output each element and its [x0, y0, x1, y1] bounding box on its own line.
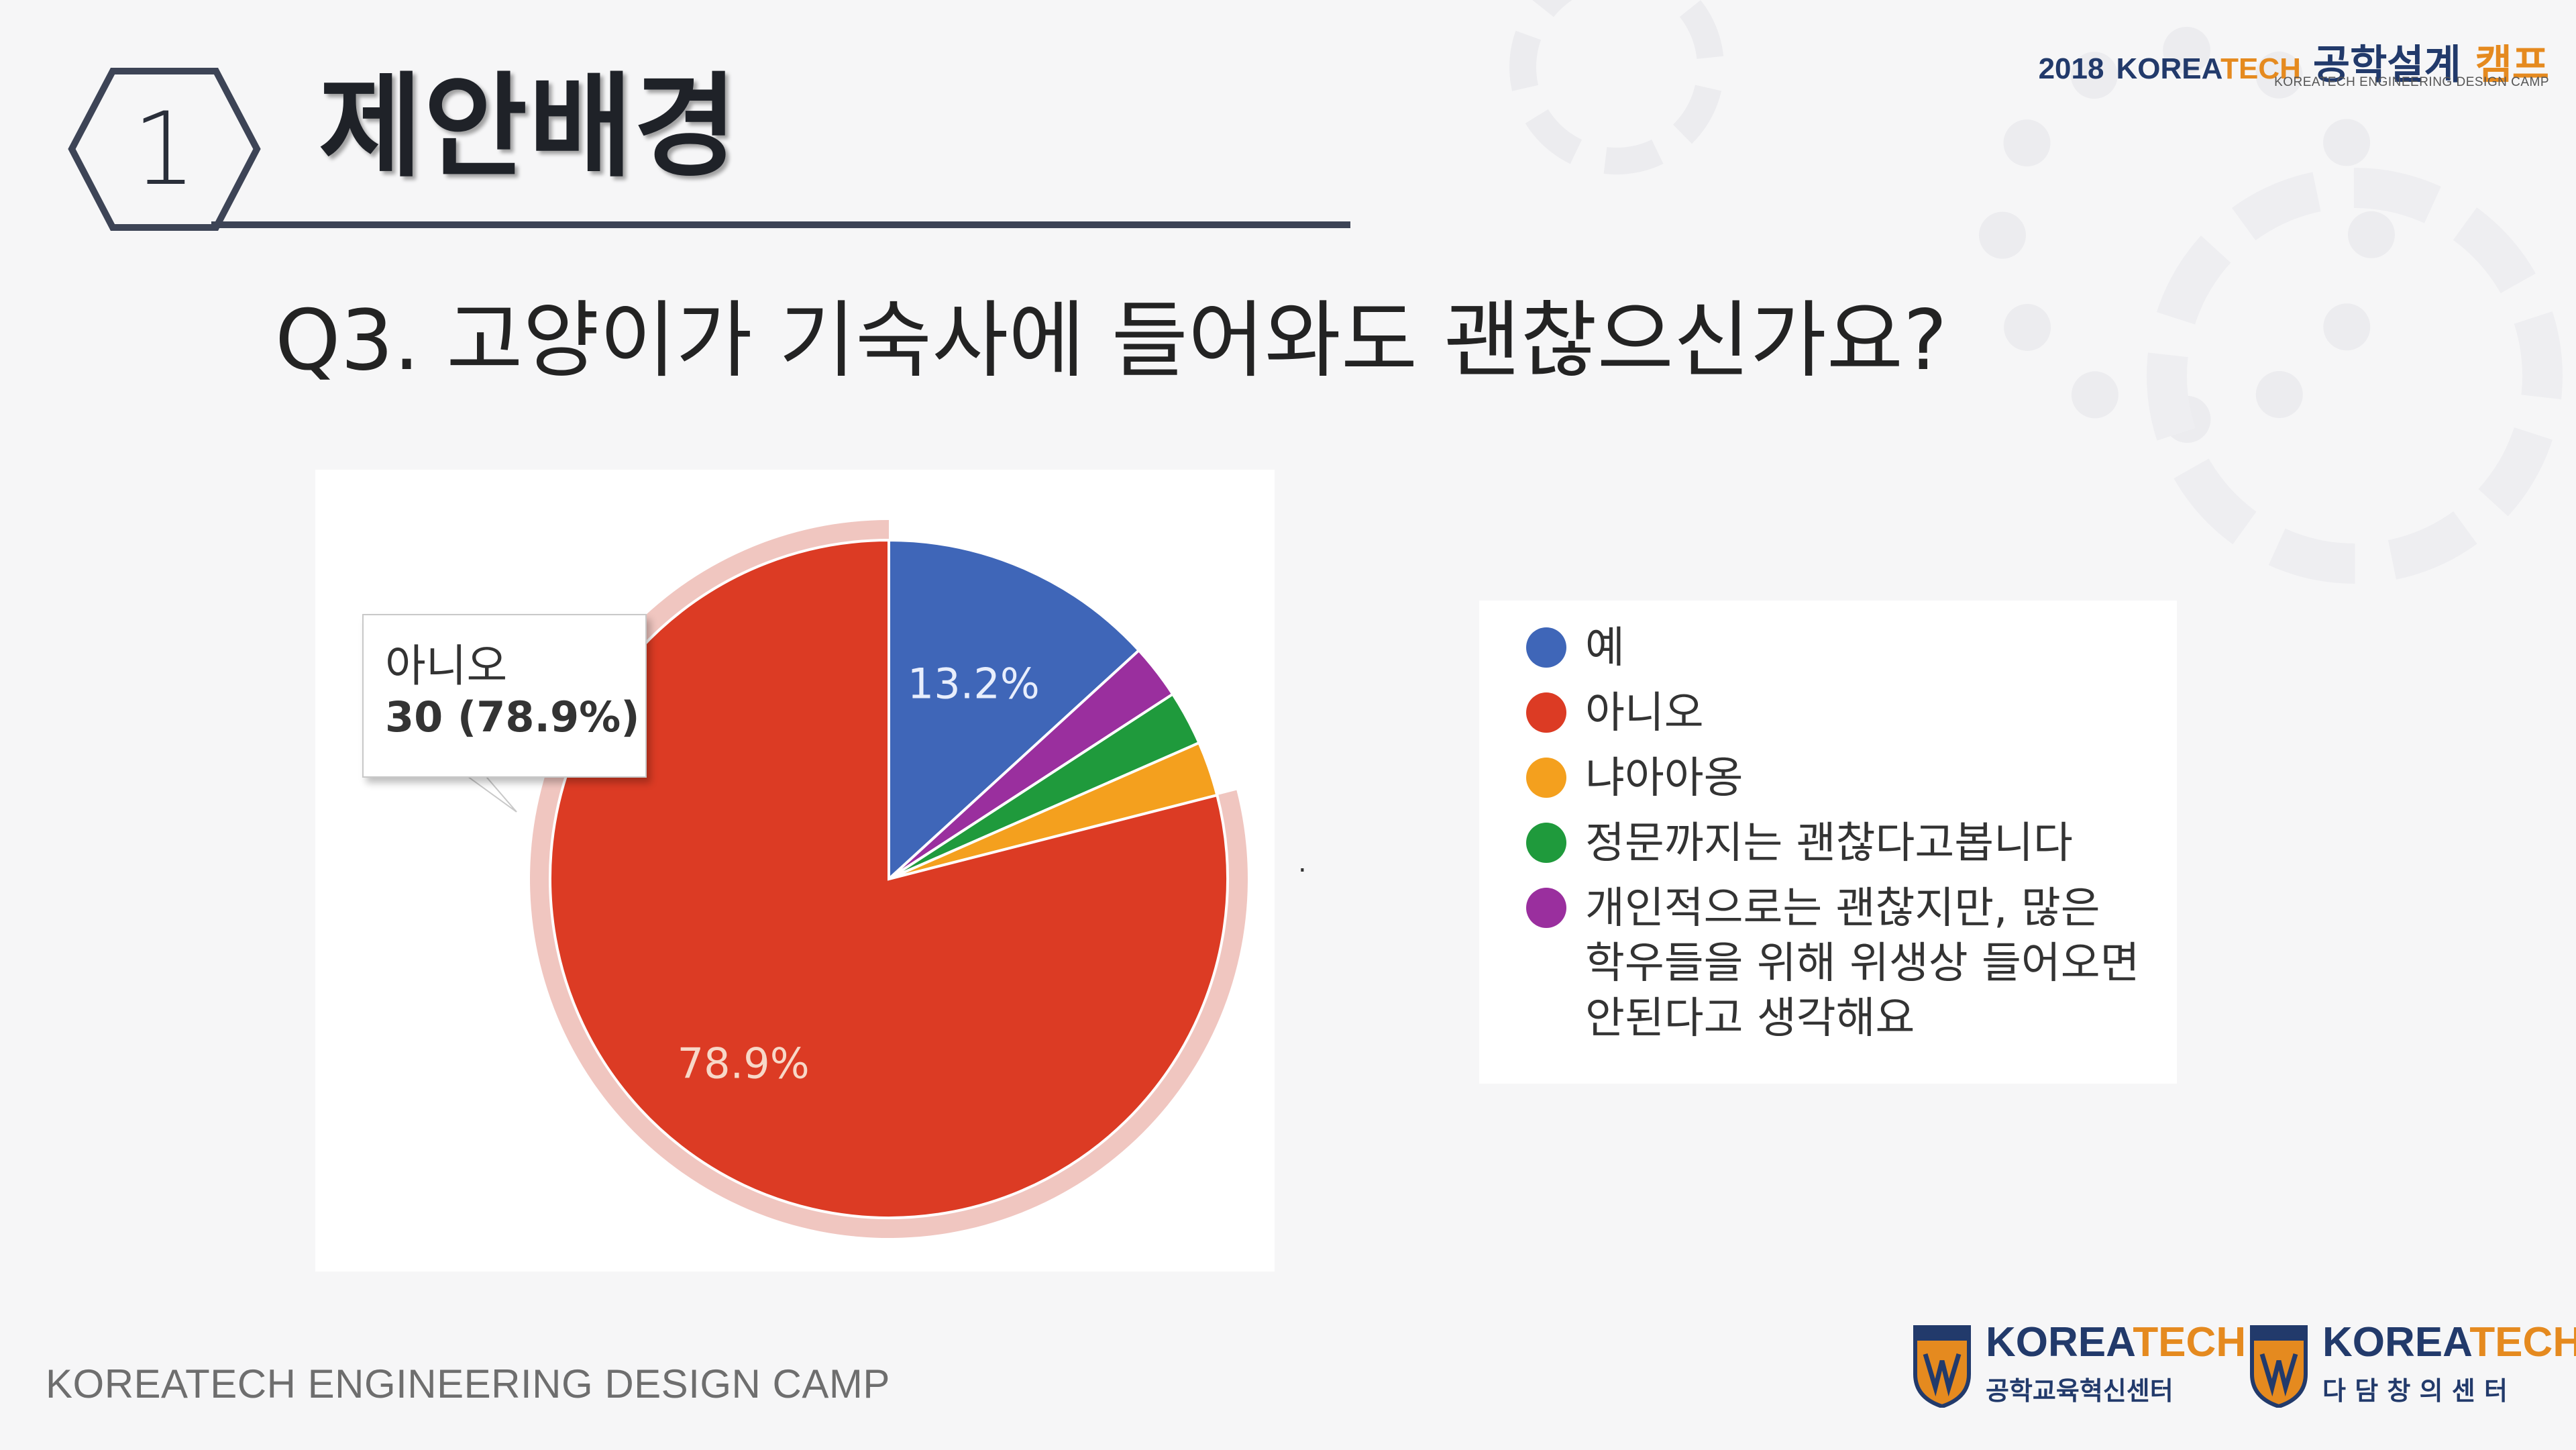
tooltip-category: 아니오: [385, 640, 508, 692]
legend-item: 정문까지는 괜찮다고봅니다: [1526, 816, 2189, 871]
chart-legend: 예 아니오 냐아아옹 정문까지는 괜찮다고봅니다 개인적으로는 괜찮지만, 많은…: [1479, 601, 2177, 1084]
title-underline: [211, 221, 1350, 228]
section-title: 제안배경: [319, 61, 739, 193]
legend-swatch: [1526, 758, 1566, 798]
brand-year: 2018: [2038, 52, 2104, 85]
brand-name-dark: KOREA: [2116, 52, 2221, 85]
logo-name-orange: TECH: [2469, 1318, 2576, 1365]
chart-tooltip: 아니오 30 (78.9%): [362, 614, 647, 778]
dlf-logo: KOREATECH 다 담 창 의 센 터: [2249, 1320, 2576, 1408]
legend-item: 냐아아옹: [1526, 751, 2189, 806]
legend-swatch: [1526, 823, 1566, 863]
legend-item: 개인적으로는 괜찮지만, 많은 학우들을 위해 위생상 들어오면 안된다고 생각…: [1526, 881, 2189, 1046]
brand-korean: 공학설계 캠프: [2313, 32, 2549, 91]
logo-subtitle: 공학교육혁신센터: [1986, 1376, 2174, 1406]
chart-panel: 13.2% 78.9%: [315, 470, 1275, 1272]
legend-label: 냐아아옹: [1585, 754, 1743, 803]
legend-label: 아니오: [1585, 688, 1704, 738]
survey-question: Q3. 고양이가 기숙사에 들어와도 괜찮으신가요?: [275, 293, 1947, 389]
pie-slice[interactable]: [549, 538, 1229, 1219]
legend-swatch: [1526, 888, 1566, 928]
logo-subtitle: 다 담 창 의 센 터: [2322, 1376, 2508, 1406]
brand-name: KOREATECH: [2116, 52, 2300, 86]
logo-name-orange: TECH: [2133, 1318, 2247, 1365]
tooltip-pointer: [460, 772, 517, 813]
brand-korean-dark: 공학설계: [2312, 42, 2461, 89]
brand-korean-orange: 캠프: [2475, 42, 2549, 89]
background-gear-decoration: [1509, 0, 1724, 174]
legend-swatch: [1526, 692, 1566, 733]
legend-label: 개인적으로는 괜찮지만, 많은 학우들을 위해 위생상 들어오면 안된다고 생각…: [1585, 884, 2140, 1043]
stray-mark: .: [1298, 847, 1307, 878]
icee-logo: KOREATECH 공학교육혁신센터: [1912, 1320, 2246, 1408]
slice-label: 13.2%: [908, 660, 1040, 709]
logo-name: KOREATECH: [2322, 1318, 2576, 1365]
legend-swatch: [1526, 627, 1566, 668]
section-number: 1: [132, 91, 197, 208]
logo-name-dark: KOREA: [1986, 1318, 2133, 1365]
legend-item: 아니오: [1526, 686, 2189, 741]
pie-slice[interactable]: [888, 538, 1141, 882]
footer-text: KOREATECH ENGINEERING DESIGN CAMP: [46, 1361, 890, 1406]
slice-label: 78.9%: [678, 1039, 810, 1088]
logo-name-dark: KOREA: [2322, 1318, 2470, 1365]
brand-header: 2018 KOREATECH 공학설계 캠프: [2039, 32, 2549, 91]
background-gear-decoration: [2147, 168, 2563, 584]
shield-icon: [2250, 1325, 2308, 1408]
brand-subtitle: KOREATECH ENGINEERING DESIGN CAMP: [2274, 75, 2549, 89]
legend-item: 예: [1526, 621, 2189, 676]
shield-icon: [1913, 1325, 1971, 1408]
tooltip-value: 30 (78.9%): [385, 692, 640, 741]
logo-name: KOREATECH: [1986, 1318, 2247, 1365]
pie-chart: 13.2% 78.9%: [460, 520, 1248, 1238]
legend-label: 예: [1585, 623, 1625, 673]
section-number-badge: 1: [67, 67, 262, 231]
legend-label: 정문까지는 괜찮다고봅니다: [1585, 819, 2073, 868]
brand-name-orange: TECH: [2220, 52, 2301, 85]
